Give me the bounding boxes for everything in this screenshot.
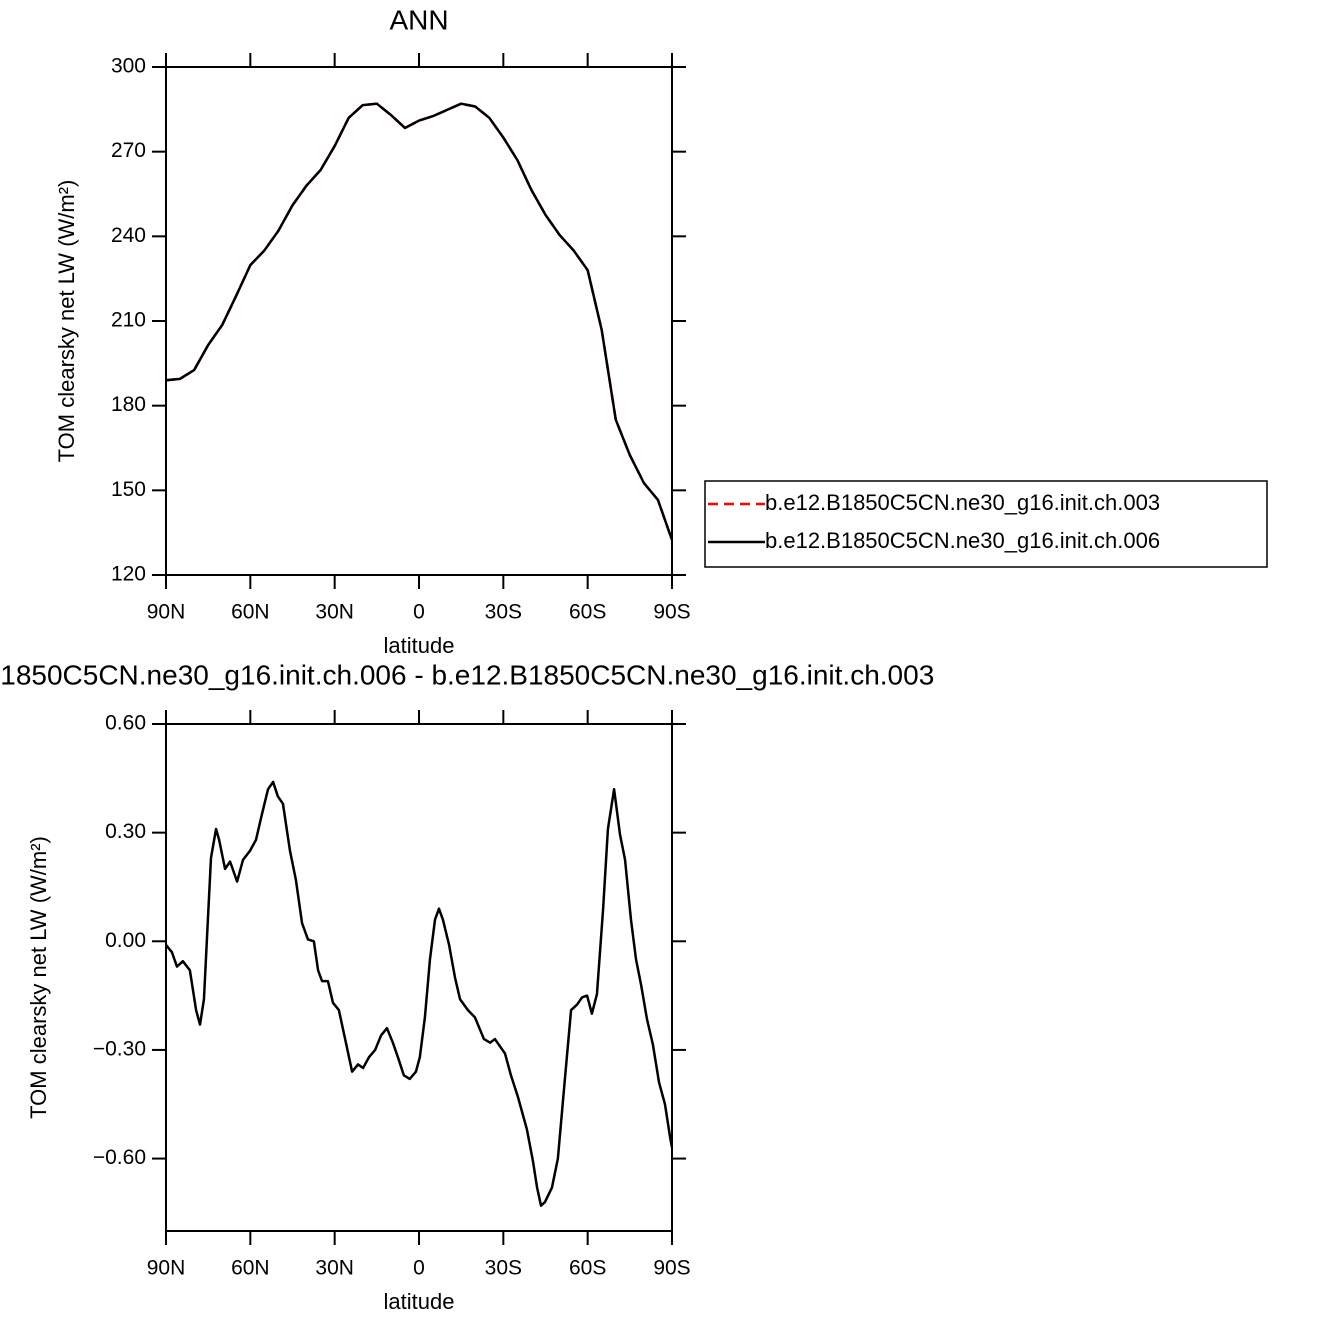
- x-axis-label: latitude: [384, 633, 455, 658]
- legend-box: [704, 480, 1268, 568]
- y-axis-label: TOM clearsky net LW (W/m²): [54, 180, 79, 463]
- x-tick-label: 30N: [315, 1257, 354, 1280]
- chart-title: ANN: [389, 4, 448, 35]
- plot-frame: [165, 723, 673, 1232]
- y-tick-label: −0.30: [93, 1037, 146, 1060]
- y-tick-label: 120: [111, 563, 146, 586]
- y-tick-label: 0.30: [105, 820, 146, 843]
- y-tick-label: 150: [111, 478, 146, 501]
- plot-frame: [165, 66, 673, 576]
- data-line: [165, 102, 674, 541]
- y-tick-label: −0.60: [93, 1146, 146, 1169]
- y-tick-label: 210: [111, 309, 146, 332]
- x-tick-label: 30S: [485, 1257, 522, 1280]
- x-tick-label: 60S: [569, 601, 606, 624]
- y-tick-label: 240: [111, 224, 146, 247]
- x-tick-label: 90N: [147, 1257, 186, 1280]
- legend-label: b.e12.B1850C5CN.ne30_g16.init.ch.003: [765, 490, 1160, 515]
- x-tick-label: 90S: [653, 601, 690, 624]
- legend-label: b.e12.B1850C5CN.ne30_g16.init.ch.006: [765, 528, 1160, 553]
- x-tick-label: 0: [413, 1257, 425, 1280]
- x-tick-label: 30N: [315, 601, 354, 624]
- x-tick-label: 90N: [147, 601, 186, 624]
- x-tick-label: 60N: [231, 601, 270, 624]
- y-tick-label: 0.00: [105, 929, 146, 952]
- x-tick-label: 90S: [653, 1257, 690, 1280]
- y-tick-label: 300: [111, 55, 146, 78]
- x-tick-label: 60N: [231, 1257, 270, 1280]
- chart-title: b.e12.B1850C5CN.ne30_g16.init.ch.006 - b…: [0, 659, 934, 690]
- y-axis-label: TOM clearsky net LW (W/m²): [26, 836, 51, 1119]
- y-tick-label: 270: [111, 139, 146, 162]
- y-tick-label: 180: [111, 393, 146, 416]
- x-tick-label: 30S: [485, 601, 522, 624]
- y-tick-label: 0.60: [105, 712, 146, 735]
- x-axis-label: latitude: [384, 1289, 455, 1314]
- x-tick-label: 60S: [569, 1257, 606, 1280]
- x-tick-label: 0: [413, 601, 425, 624]
- data-line: [165, 102, 674, 541]
- data-line: [165, 780, 674, 1207]
